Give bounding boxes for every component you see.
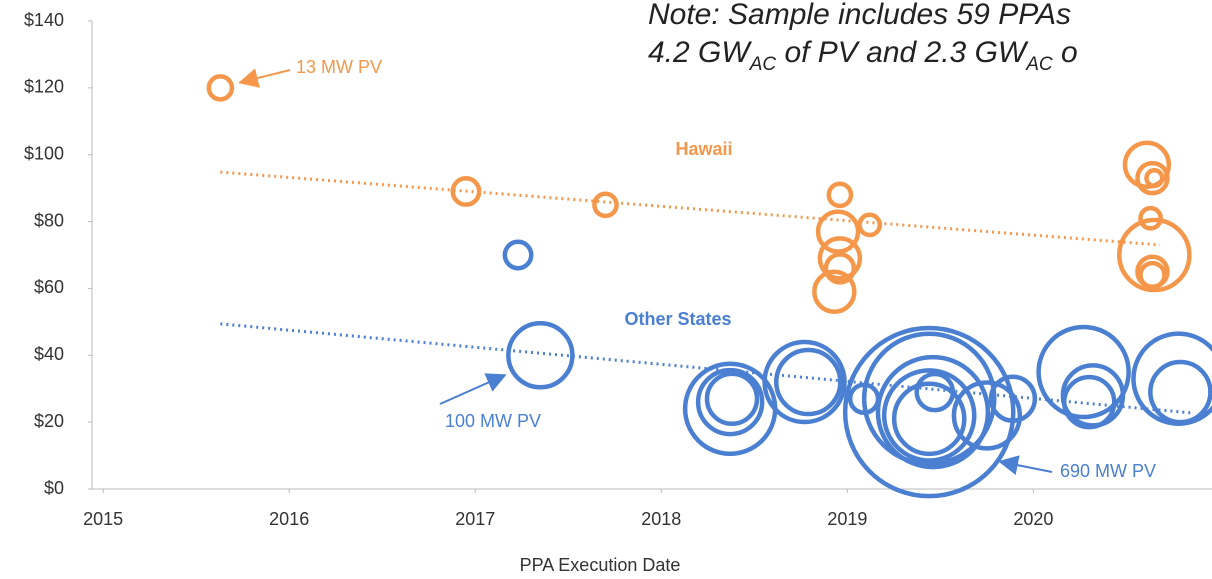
bubble: [842, 325, 1016, 499]
bubble: [1138, 205, 1163, 231]
x-axis-title: PPA Execution Date: [520, 555, 681, 575]
note-part: AC: [1025, 54, 1053, 75]
bubble: [762, 339, 847, 425]
y-tick-label: $100: [24, 143, 64, 163]
bubble: [891, 381, 967, 457]
x-tick-label: 2015: [83, 509, 123, 529]
bubble: [502, 239, 534, 271]
bubble: [1138, 260, 1167, 290]
bubble: [812, 269, 857, 315]
bubble: [1036, 324, 1131, 420]
bubble: [817, 236, 863, 281]
bubble: [1131, 331, 1212, 426]
bubble: [1061, 374, 1117, 430]
bubble: [1122, 140, 1172, 189]
bubble: [861, 331, 997, 467]
bubble: [1144, 168, 1165, 189]
note-part: o: [1053, 36, 1078, 69]
x-tick-label: 2016: [269, 509, 309, 529]
x-tick-label: 2019: [827, 509, 867, 529]
x-tick-label: 2018: [641, 509, 681, 529]
bubble: [951, 380, 1023, 451]
note-part: AC: [749, 54, 777, 75]
note: Note: Sample includes 59 PPAs: [648, 0, 1071, 31]
annotation-arrow: [998, 455, 1053, 475]
bubble: [857, 212, 883, 238]
bubble: [506, 321, 575, 390]
bubble: [592, 191, 619, 219]
bubble: [704, 371, 760, 426]
bubble: [1117, 217, 1192, 293]
annotation-arrow: [439, 373, 507, 405]
annotation-arrow: [238, 68, 291, 88]
bubble: [914, 371, 956, 413]
x-tick-label: 2020: [1013, 509, 1053, 529]
series-label: Other States: [624, 309, 731, 329]
bubble: [826, 181, 854, 209]
note-part: of PV and 2.3 GW: [776, 36, 1029, 69]
y-tick-label: $20: [34, 411, 64, 431]
trend-line: [220, 170, 1161, 247]
note-part: Note: Sample includes 59 PPAs: [648, 0, 1071, 31]
y-tick-label: $120: [24, 77, 64, 97]
bubble: [875, 354, 991, 470]
y-tick-label: $60: [34, 277, 64, 297]
bubble: [823, 252, 857, 285]
bubble: [774, 347, 843, 417]
y-tick-label: $40: [34, 344, 64, 364]
x-tick-label: 2017: [455, 509, 495, 529]
annotation: 690 MW PV: [1060, 461, 1156, 481]
bubble: [1135, 160, 1170, 196]
annotation: 100 MW PV: [445, 411, 541, 431]
bubble: [1148, 359, 1212, 425]
bubble: [815, 209, 861, 254]
bubble: [206, 74, 235, 102]
trend-line: [220, 322, 1194, 415]
y-tick-label: $140: [24, 10, 64, 30]
y-tick-label: $0: [44, 478, 64, 498]
note-part: 4.2 GW: [648, 36, 752, 69]
y-tick-label: $80: [34, 210, 64, 230]
bubble: [881, 368, 977, 463]
note: 4.2 GWAC of PV and 2.3 GWAC o: [648, 36, 1078, 75]
series-label: Hawaii: [675, 139, 732, 159]
annotation: 13 MW PV: [296, 57, 382, 77]
